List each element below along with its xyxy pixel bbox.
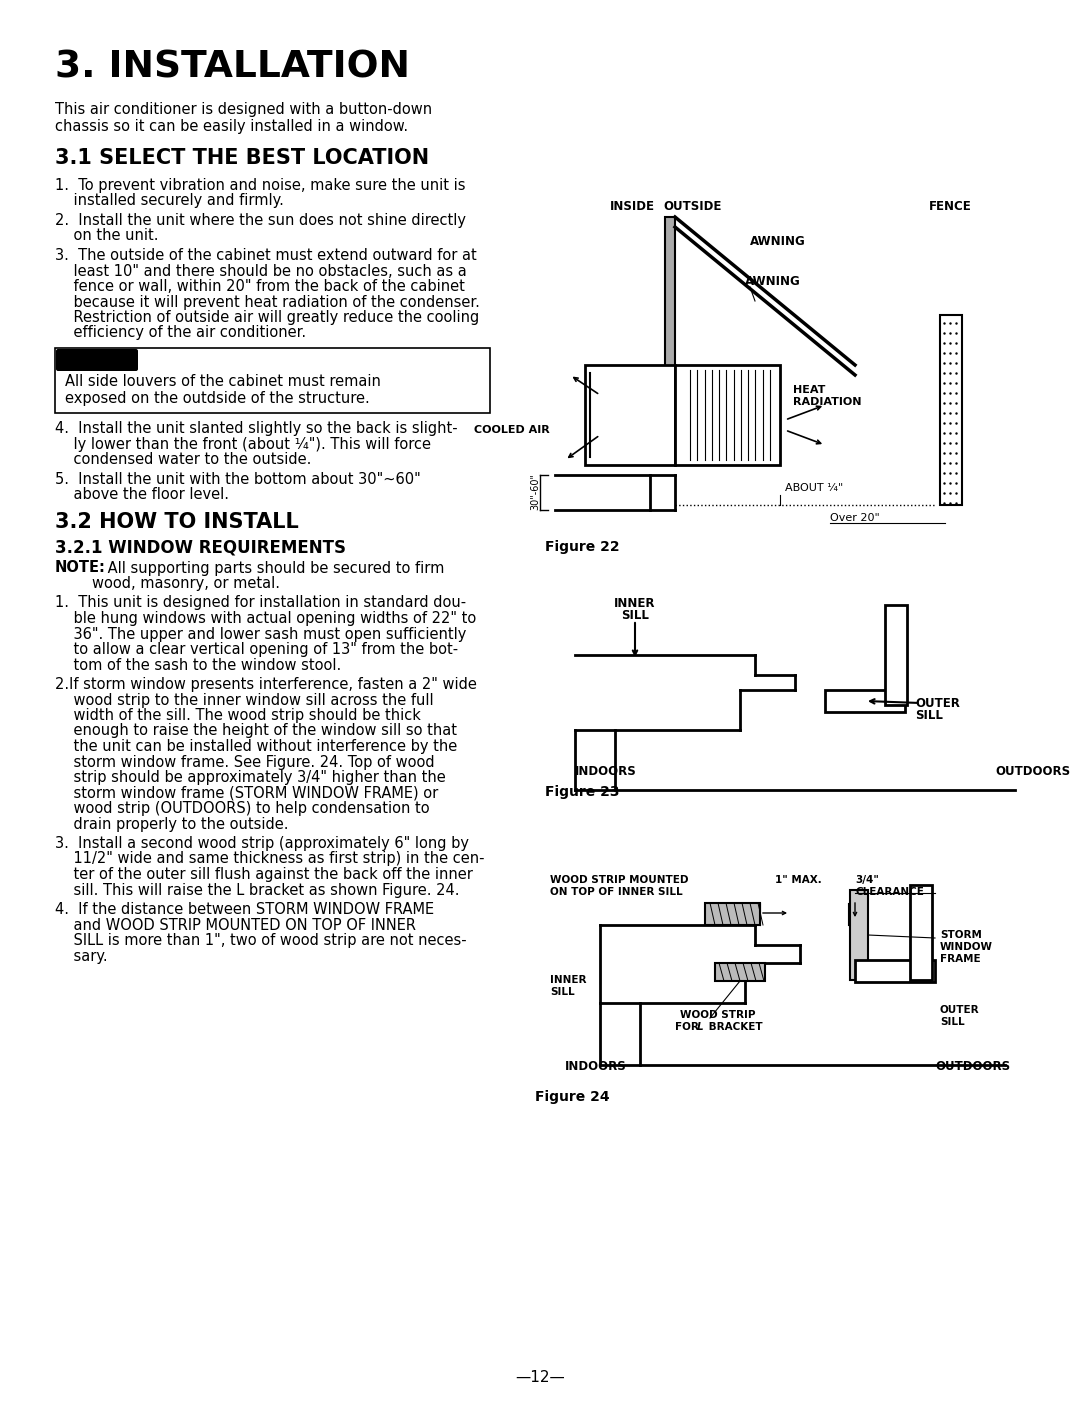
Text: FENCE: FENCE <box>929 200 971 214</box>
Text: storm window frame (STORM WINDOW FRAME) or: storm window frame (STORM WINDOW FRAME) … <box>55 785 438 801</box>
Text: OUTSIDE: OUTSIDE <box>663 200 721 214</box>
Bar <box>665 216 675 412</box>
Text: storm window frame. See Figure. 24. Top of wood: storm window frame. See Figure. 24. Top … <box>55 754 434 770</box>
Text: sill. This will raise the L bracket as shown Figure. 24.: sill. This will raise the L bracket as s… <box>55 882 459 898</box>
Text: INDOORS: INDOORS <box>575 764 637 778</box>
Text: enough to raise the height of the window sill so that: enough to raise the height of the window… <box>55 724 457 739</box>
Text: ly lower than the front (about ¹⁄₄"). This will force: ly lower than the front (about ¹⁄₄"). Th… <box>55 437 431 451</box>
Text: OUTDOORS: OUTDOORS <box>995 764 1070 778</box>
Text: FRAME: FRAME <box>940 954 981 964</box>
Text: All side louvers of the cabinet must remain
exposed on the outdside of the struc: All side louvers of the cabinet must rem… <box>65 374 381 406</box>
Text: Figure 24: Figure 24 <box>535 1090 609 1104</box>
Text: 1" MAX.: 1" MAX. <box>775 875 822 885</box>
Text: COOLED AIR: COOLED AIR <box>474 424 550 436</box>
Text: least 10" and there should be no obstacles, such as a: least 10" and there should be no obstacl… <box>55 264 467 278</box>
Text: BRACKET: BRACKET <box>705 1021 762 1033</box>
Text: 3.2.1 WINDOW REQUIREMENTS: 3.2.1 WINDOW REQUIREMENTS <box>55 538 346 556</box>
Text: WINDOW: WINDOW <box>940 941 993 953</box>
Text: 3.  Install a second wood strip (approximately 6" long by: 3. Install a second wood strip (approxim… <box>55 836 469 851</box>
Text: above the floor level.: above the floor level. <box>55 488 229 502</box>
Text: fence or wall, within 20" from the back of the cabinet: fence or wall, within 20" from the back … <box>55 280 464 294</box>
Text: because it will prevent heat radiation of the condenser.: because it will prevent heat radiation o… <box>55 295 480 309</box>
Text: Figure 22: Figure 22 <box>545 540 620 554</box>
Text: INSIDE: INSIDE <box>610 200 654 214</box>
Text: AWNING: AWNING <box>745 275 800 288</box>
Bar <box>55 348 490 413</box>
Text: This air conditioner is designed with a button-down
chassis so it can be easily : This air conditioner is designed with a … <box>55 103 432 135</box>
Text: ter of the outer sill flush against the back off the inner: ter of the outer sill flush against the … <box>55 867 473 882</box>
Text: SILL: SILL <box>940 1017 964 1027</box>
Text: 2.If storm window presents interference, fasten a 2" wide: 2.If storm window presents interference,… <box>55 677 477 693</box>
Text: 1.  This unit is designed for installation in standard dou-: 1. This unit is designed for installatio… <box>55 596 467 611</box>
Text: ON TOP OF INNER SILL: ON TOP OF INNER SILL <box>550 887 683 896</box>
Text: strip should be approximately 3/4" higher than the: strip should be approximately 3/4" highe… <box>55 770 446 785</box>
Text: SILL: SILL <box>621 608 649 622</box>
Text: to allow a clear vertical opening of 13" from the bot-: to allow a clear vertical opening of 13"… <box>55 642 458 658</box>
Text: L: L <box>697 1021 704 1033</box>
Text: 1.  To prevent vibration and noise, make sure the unit is: 1. To prevent vibration and noise, make … <box>55 178 465 192</box>
Text: condensed water to the outside.: condensed water to the outside. <box>55 452 311 466</box>
Bar <box>850 889 868 981</box>
Text: INNER: INNER <box>615 597 656 610</box>
Text: All supporting parts should be secured to firm: All supporting parts should be secured t… <box>103 561 444 576</box>
Text: tom of the sash to the window stool.: tom of the sash to the window stool. <box>55 658 341 673</box>
Text: wood strip (OUTDOORS) to help condensation to: wood strip (OUTDOORS) to help condensati… <box>55 801 430 816</box>
Text: 3.  The outside of the cabinet must extend outward for at: 3. The outside of the cabinet must exten… <box>55 249 476 263</box>
Text: wood, masonry, or metal.: wood, masonry, or metal. <box>55 576 280 592</box>
Bar <box>715 962 765 981</box>
Text: 11/2" wide and same thickness as first strip) in the cen-: 11/2" wide and same thickness as first s… <box>55 851 485 867</box>
Text: 3.1 SELECT THE BEST LOCATION: 3.1 SELECT THE BEST LOCATION <box>55 148 429 169</box>
Text: Figure 23: Figure 23 <box>545 785 620 799</box>
Text: INDOORS: INDOORS <box>565 1059 626 1073</box>
Text: WOOD STRIP: WOOD STRIP <box>680 1010 756 1020</box>
Text: 3/4": 3/4" <box>855 875 879 885</box>
Text: 3.2 HOW TO INSTALL: 3.2 HOW TO INSTALL <box>55 513 299 532</box>
Text: 36". The upper and lower sash must open sufficiently: 36". The upper and lower sash must open … <box>55 627 467 642</box>
Text: NOTE:: NOTE: <box>55 561 106 576</box>
Text: efficiency of the air conditioner.: efficiency of the air conditioner. <box>55 326 306 340</box>
Text: STORM: STORM <box>940 930 982 940</box>
Text: —12—: —12— <box>515 1370 565 1385</box>
Bar <box>885 606 907 705</box>
Text: width of the sill. The wood strip should be thick: width of the sill. The wood strip should… <box>55 708 421 724</box>
Text: wood strip to the inner window sill across the full: wood strip to the inner window sill acro… <box>55 693 434 708</box>
Text: OUTDOORS: OUTDOORS <box>935 1059 1010 1073</box>
Text: 4.  Install the unit slanted slightly so the back is slight-: 4. Install the unit slanted slightly so … <box>55 422 458 436</box>
Bar <box>940 315 962 504</box>
FancyBboxPatch shape <box>56 348 138 371</box>
Text: drain properly to the outside.: drain properly to the outside. <box>55 816 288 832</box>
Text: Restriction of outside air will greatly reduce the cooling: Restriction of outside air will greatly … <box>55 311 480 325</box>
Text: 30"-60": 30"-60" <box>530 473 540 510</box>
Text: HEAT
RADIATION: HEAT RADIATION <box>793 385 862 406</box>
Text: 5.  Install the unit with the bottom about 30"~60": 5. Install the unit with the bottom abou… <box>55 472 421 486</box>
Text: AWNING: AWNING <box>750 235 806 249</box>
Text: ble hung windows with actual opening widths of 22" to: ble hung windows with actual opening wid… <box>55 611 476 627</box>
Text: INNER: INNER <box>550 975 586 985</box>
Text: OUTER: OUTER <box>915 697 960 710</box>
Bar <box>855 960 935 982</box>
Bar <box>705 903 760 924</box>
Bar <box>585 365 675 465</box>
Text: CAUTION: CAUTION <box>66 362 129 375</box>
Bar <box>675 365 780 465</box>
Text: WOOD STRIP MOUNTED: WOOD STRIP MOUNTED <box>550 875 689 885</box>
Bar <box>910 885 932 981</box>
Text: installed securely and firmly.: installed securely and firmly. <box>55 194 284 208</box>
Text: Over 20": Over 20" <box>831 513 880 523</box>
Text: the unit can be installed without interference by the: the unit can be installed without interf… <box>55 739 457 754</box>
Text: 2.  Install the unit where the sun does not shine directly: 2. Install the unit where the sun does n… <box>55 214 465 228</box>
Text: 4.  If the distance between STORM WINDOW FRAME: 4. If the distance between STORM WINDOW … <box>55 902 434 917</box>
Text: SILL is more than 1", two of wood strip are not neces-: SILL is more than 1", two of wood strip … <box>55 933 467 948</box>
Text: on the unit.: on the unit. <box>55 229 159 243</box>
Text: OUTER: OUTER <box>940 1005 980 1014</box>
Text: ABOUT ¹⁄₄": ABOUT ¹⁄₄" <box>785 483 843 493</box>
Text: sary.: sary. <box>55 948 108 964</box>
Text: and WOOD STRIP MOUNTED ON TOP OF INNER: and WOOD STRIP MOUNTED ON TOP OF INNER <box>55 917 416 933</box>
Text: 3. INSTALLATION: 3. INSTALLATION <box>55 51 410 86</box>
Text: CLEARANCE: CLEARANCE <box>855 887 923 896</box>
Bar <box>825 690 905 712</box>
Text: SILL: SILL <box>915 710 943 722</box>
Text: FOR: FOR <box>675 1021 699 1033</box>
Text: SILL: SILL <box>550 986 575 998</box>
